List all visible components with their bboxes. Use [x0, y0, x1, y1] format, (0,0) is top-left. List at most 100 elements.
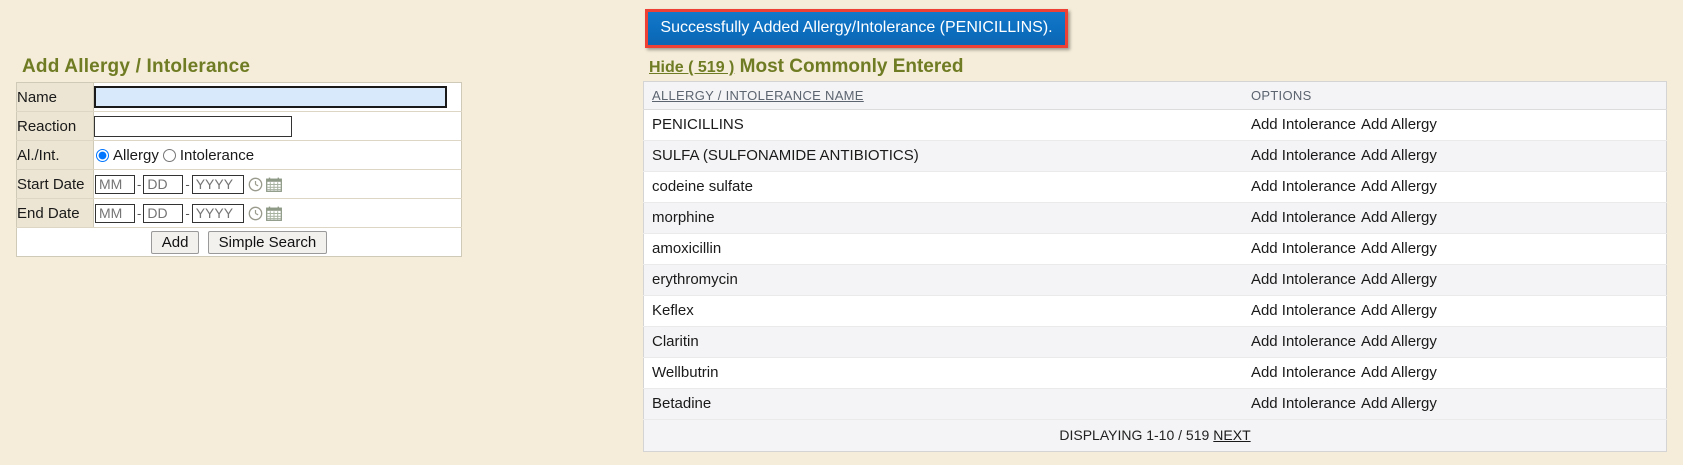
- name-label: Name: [16, 82, 94, 112]
- options-cell: Add Intolerance Add Allergy: [1242, 388, 1667, 420]
- end-date-group: - -: [94, 203, 461, 223]
- panel-title: Add Allergy / Intolerance: [22, 56, 251, 77]
- form-row-start-date: Start Date - -: [16, 169, 462, 199]
- reaction-label: Reaction: [16, 111, 94, 141]
- start-date-label: Start Date: [16, 169, 94, 199]
- pagination-bar: DISPLAYING 1-10 / 519 NEXT: [643, 419, 1667, 452]
- table-row: Wellbutrin Add Intolerance Add Allergy: [643, 357, 1667, 389]
- form-row-reaction: Reaction: [16, 111, 462, 141]
- add-allergy-link[interactable]: Add Allergy: [1361, 271, 1437, 288]
- add-intolerance-link[interactable]: Add Intolerance: [1250, 178, 1357, 195]
- table-header-row: ALLERGY / INTOLERANCE NAME OPTIONS: [643, 81, 1667, 110]
- options-cell: Add Intolerance Add Allergy: [1242, 264, 1667, 296]
- radio-option-intolerance[interactable]: Intolerance: [162, 146, 255, 164]
- al-int-label: Al./Int.: [16, 140, 94, 170]
- date-separator: -: [137, 205, 142, 221]
- column-header-name: ALLERGY / INTOLERANCE NAME: [643, 81, 1243, 110]
- calendar-icon[interactable]: [265, 206, 282, 221]
- add-allergy-link[interactable]: Add Allergy: [1361, 116, 1437, 133]
- list-panel-title: Hide ( 519 ) Most Commonly Entered: [649, 56, 1667, 78]
- calendar-icon[interactable]: [265, 177, 282, 192]
- clock-icon[interactable]: [248, 177, 263, 192]
- list-panel-heading-text: Most Commonly Entered: [739, 56, 964, 77]
- most-commonly-entered-panel: Hide ( 519 ) Most Commonly Entered ALLER…: [643, 56, 1667, 452]
- start-date-year-input[interactable]: [191, 174, 244, 194]
- add-intolerance-link[interactable]: Add Intolerance: [1250, 240, 1357, 257]
- allergy-list-table: ALLERGY / INTOLERANCE NAME OPTIONS PENIC…: [643, 81, 1667, 452]
- options-cell: Add Intolerance Add Allergy: [1242, 295, 1667, 327]
- allergy-name-cell: codeine sulfate: [643, 171, 1243, 203]
- table-row: Claritin Add Intolerance Add Allergy: [643, 326, 1667, 358]
- end-date-year-input[interactable]: [191, 203, 244, 223]
- end-date-month-input[interactable]: [95, 203, 135, 223]
- add-button[interactable]: Add: [150, 230, 200, 254]
- add-allergy-link[interactable]: Add Allergy: [1361, 240, 1437, 257]
- notification-area: Successfully Added Allergy/Intolerance (…: [0, 9, 1683, 48]
- column-header-options: OPTIONS: [1242, 81, 1667, 110]
- table-row: PENICILLINS Add Intolerance Add Allergy: [643, 109, 1667, 141]
- options-cell: Add Intolerance Add Allergy: [1242, 202, 1667, 234]
- options-cell: Add Intolerance Add Allergy: [1242, 357, 1667, 389]
- add-allergy-link[interactable]: Add Allergy: [1361, 395, 1437, 412]
- allergy-name-cell: SULFA (SULFONAMIDE ANTIBIOTICS): [643, 140, 1243, 172]
- options-cell: Add Intolerance Add Allergy: [1242, 109, 1667, 141]
- name-input[interactable]: [94, 86, 447, 108]
- date-separator: -: [185, 205, 190, 221]
- hide-link[interactable]: Hide ( 519 ): [649, 59, 735, 76]
- allergy-name-cell: Keflex: [643, 295, 1243, 327]
- add-intolerance-link[interactable]: Add Intolerance: [1250, 271, 1357, 288]
- form-row-buttons: Add Simple Search: [16, 227, 462, 257]
- table-row: amoxicillin Add Intolerance Add Allergy: [643, 233, 1667, 265]
- radio-intolerance-label: Intolerance: [179, 146, 255, 164]
- clock-icon[interactable]: [248, 206, 263, 221]
- add-allergy-link[interactable]: Add Allergy: [1361, 147, 1437, 164]
- table-row: codeine sulfate Add Intolerance Add Allerg…: [643, 171, 1667, 203]
- start-date-month-input[interactable]: [95, 174, 135, 194]
- sort-by-name-link[interactable]: ALLERGY / INTOLERANCE NAME: [652, 88, 864, 103]
- table-row: SULFA (SULFONAMIDE ANTIBIOTICS) Add Intol…: [643, 140, 1667, 172]
- radio-allergy[interactable]: [96, 148, 109, 162]
- allergy-name-cell: morphine: [643, 202, 1243, 234]
- start-date-day-input[interactable]: [143, 174, 184, 194]
- al-int-radio-group: Allergy Intolerance: [94, 147, 461, 164]
- add-intolerance-link[interactable]: Add Intolerance: [1250, 147, 1357, 164]
- add-intolerance-link[interactable]: Add Intolerance: [1250, 364, 1357, 381]
- options-cell: Add Intolerance Add Allergy: [1242, 171, 1667, 203]
- radio-allergy-label: Allergy: [113, 146, 159, 164]
- simple-search-button[interactable]: Simple Search: [207, 230, 328, 254]
- success-banner: Successfully Added Allergy/Intolerance (…: [645, 9, 1068, 48]
- table-row: Keflex Add Intolerance Add Allergy: [643, 295, 1667, 327]
- reaction-input[interactable]: [94, 115, 292, 137]
- table-row: morphine Add Intolerance Add Allergy: [643, 202, 1667, 234]
- end-date-label: End Date: [16, 198, 94, 228]
- add-intolerance-link[interactable]: Add Intolerance: [1250, 333, 1357, 350]
- allergy-name-cell: Claritin: [643, 326, 1243, 358]
- allergy-name-cell: Wellbutrin: [643, 357, 1243, 389]
- start-date-group: - -: [94, 174, 461, 194]
- allergy-name-cell: amoxicillin: [643, 233, 1243, 265]
- table-row: Betadine Add Intolerance Add Allergy: [643, 388, 1667, 420]
- next-page-link[interactable]: NEXT: [1213, 427, 1251, 443]
- displaying-label: DISPLAYING 1-10 / 519: [1059, 427, 1210, 443]
- add-allergy-link[interactable]: Add Allergy: [1361, 364, 1437, 381]
- options-cell: Add Intolerance Add Allergy: [1242, 326, 1667, 358]
- form-row-name: Name: [16, 82, 462, 112]
- add-allergy-link[interactable]: Add Allergy: [1361, 178, 1437, 195]
- add-intolerance-link[interactable]: Add Intolerance: [1250, 395, 1357, 412]
- add-allergy-form: Name Reaction Al./Int. Allergy: [16, 82, 462, 257]
- radio-option-allergy[interactable]: Allergy: [96, 147, 159, 164]
- allergy-name-cell: PENICILLINS: [643, 109, 1243, 141]
- end-date-day-input[interactable]: [143, 203, 184, 223]
- add-allergy-link[interactable]: Add Allergy: [1361, 333, 1437, 350]
- add-allergy-panel: Add Allergy / Intolerance Name Reaction …: [16, 56, 462, 257]
- date-separator: -: [185, 176, 190, 192]
- add-allergy-link[interactable]: Add Allergy: [1361, 209, 1437, 226]
- add-intolerance-link[interactable]: Add Intolerance: [1250, 302, 1357, 319]
- add-allergy-link[interactable]: Add Allergy: [1361, 302, 1437, 319]
- add-intolerance-link[interactable]: Add Intolerance: [1250, 116, 1357, 133]
- add-intolerance-link[interactable]: Add Intolerance: [1250, 209, 1357, 226]
- radio-intolerance[interactable]: [162, 148, 176, 162]
- table-row: erythromycin Add Intolerance Add Allergy: [643, 264, 1667, 296]
- options-cell: Add Intolerance Add Allergy: [1242, 140, 1667, 172]
- allergy-name-cell: erythromycin: [643, 264, 1243, 296]
